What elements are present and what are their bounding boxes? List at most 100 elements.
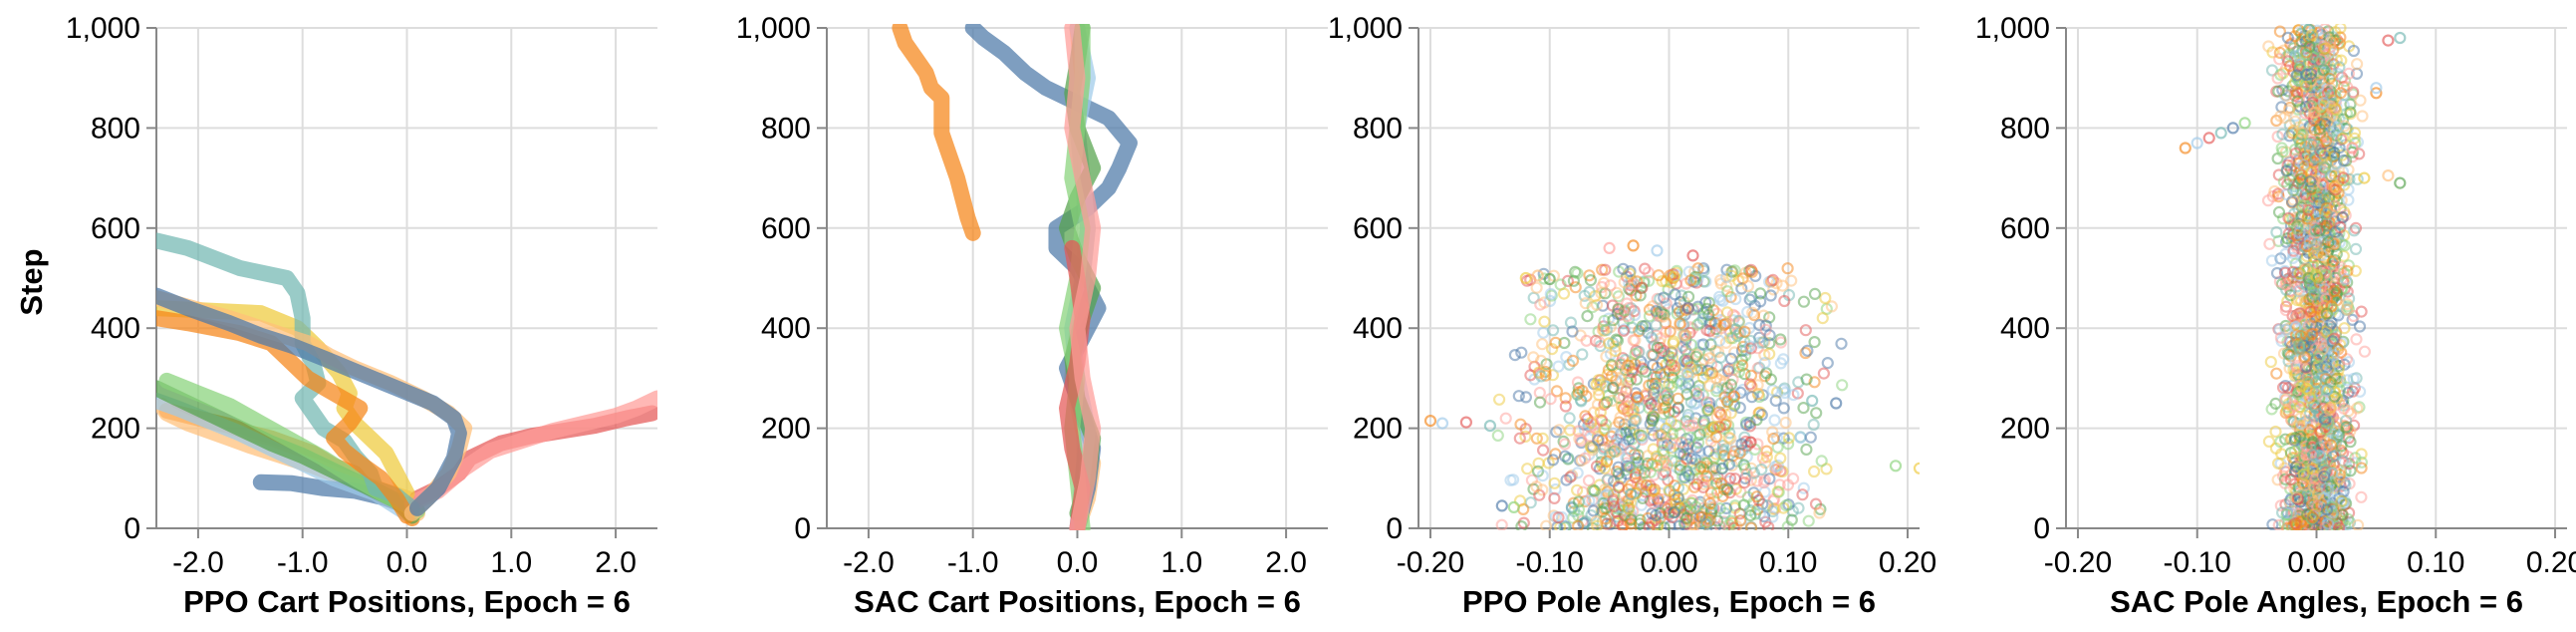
x-tick-label: 0.20	[1879, 546, 1936, 579]
scatter-point	[1435, 417, 1449, 430]
scatter-point	[2293, 401, 2306, 414]
scatter-point	[1750, 490, 1763, 503]
scatter-point	[2336, 165, 2349, 178]
scatter-point	[2382, 169, 2395, 182]
scatter-point	[1519, 391, 1533, 404]
scatter-point	[1614, 411, 1627, 424]
scatter-point	[1645, 331, 1658, 344]
scatter-point	[1727, 521, 1740, 530]
scatter-point	[2307, 449, 2320, 462]
scatter-point	[1699, 518, 1712, 530]
scatter-point	[1686, 249, 1699, 262]
scatter-point	[1531, 269, 1544, 282]
scatter-point	[2261, 194, 2275, 207]
scatter-point	[1674, 289, 1688, 302]
scatter-point	[1536, 338, 1549, 351]
scatter-point	[2310, 270, 2323, 283]
scatter-point	[1732, 314, 1745, 328]
panel-sac-cart-positions: 0 200 400 600 800 1,000 -2.0 -1.0 0.0 1.0 2.0 SAC C…	[736, 12, 1328, 619]
scatter-point	[2324, 40, 2337, 54]
scatter-point	[2349, 452, 2362, 465]
scatter-point	[1774, 452, 1787, 465]
scatter-point	[1575, 454, 1588, 467]
scatter-point	[1530, 281, 1543, 294]
y-axis-title: Step	[14, 248, 49, 315]
scatter-point	[1735, 282, 1748, 295]
scatter-point	[2276, 381, 2290, 394]
x-tick-label: 2.0	[1265, 546, 1307, 579]
scatter-point	[1655, 429, 1668, 442]
scatter-point	[1777, 402, 1790, 415]
scatter-point	[1660, 401, 1673, 414]
scatter-point	[2320, 207, 2333, 220]
scatter-point	[2279, 266, 2292, 279]
scatter-point	[2327, 151, 2340, 163]
x-tick-label: 0.20	[2526, 546, 2576, 579]
scatter-point	[1612, 514, 1625, 527]
scatter-point	[1650, 508, 1663, 522]
scatter-point	[2292, 285, 2305, 298]
scatter-point	[2342, 386, 2355, 399]
scatter-point	[2337, 154, 2350, 166]
scatter-point	[1778, 386, 1792, 400]
scatter-point	[1764, 289, 1777, 302]
scatter-point	[1564, 471, 1577, 483]
scatter-point	[1546, 324, 1560, 337]
scatter-point	[2281, 158, 2294, 171]
scatter-point	[1646, 414, 1660, 427]
scatter-point	[2310, 342, 2323, 355]
scatter-point	[2262, 435, 2275, 448]
scatter-point	[1623, 400, 1636, 413]
scatter-point	[1836, 379, 1849, 392]
scatter-point	[2290, 229, 2303, 242]
scatter-point	[1797, 481, 1810, 494]
y-tick-label: 1,000	[66, 12, 140, 45]
scatter-point	[2321, 441, 2334, 454]
scatter-point	[2276, 128, 2289, 141]
scatter-point	[1590, 460, 1604, 473]
scatter-point	[1716, 489, 1729, 502]
scatter-point	[1609, 344, 1622, 358]
scatter-point	[2342, 67, 2356, 80]
scatter-point	[1797, 295, 1811, 308]
scatter-point	[2334, 87, 2347, 100]
scatter-point	[1548, 476, 1561, 489]
scatter-point	[2291, 95, 2304, 108]
scatter-point	[1594, 406, 1607, 419]
scatter-point	[1508, 349, 1522, 362]
scatter-point	[1773, 478, 1786, 491]
scatter-point	[2295, 380, 2308, 393]
scatter-point	[2335, 494, 2348, 507]
scatter-point	[2330, 282, 2343, 295]
scatter-point	[1628, 308, 1642, 322]
scatter-point	[1746, 306, 1759, 319]
scatter-point	[2328, 199, 2341, 212]
scatter-point	[1741, 279, 1755, 293]
scatter-point	[1745, 521, 1758, 530]
plot-area	[156, 232, 657, 526]
scatter-point	[1781, 262, 1794, 275]
scatter-point	[2272, 85, 2285, 98]
scatter-point	[2311, 246, 2324, 259]
scatter-point	[2324, 100, 2337, 113]
scatter-point	[2352, 518, 2365, 530]
scatter-point	[1646, 359, 1660, 372]
scatter-point	[2338, 322, 2351, 335]
scatter-point	[2313, 441, 2327, 454]
scatter-point	[2342, 193, 2355, 206]
scatter-point	[2291, 87, 2304, 100]
x-tick-label: -1.0	[277, 546, 329, 579]
scatter-point	[1579, 297, 1592, 310]
scatter-point	[1587, 493, 1601, 506]
x-axis-title: SAC Pole Angles, Epoch = 6	[2110, 584, 2523, 619]
scatter-point	[1763, 347, 1776, 361]
scatter-point	[1587, 504, 1600, 517]
scatter-point	[1576, 348, 1589, 361]
scatter-point	[2353, 148, 2366, 160]
scatter-point	[2308, 480, 2321, 494]
scatter-point	[1613, 416, 1626, 429]
scatter-point	[1768, 414, 1781, 427]
y-tick-label: 800	[2000, 112, 2050, 145]
scatter-point	[1713, 293, 1727, 306]
scatter-point	[1683, 361, 1697, 374]
